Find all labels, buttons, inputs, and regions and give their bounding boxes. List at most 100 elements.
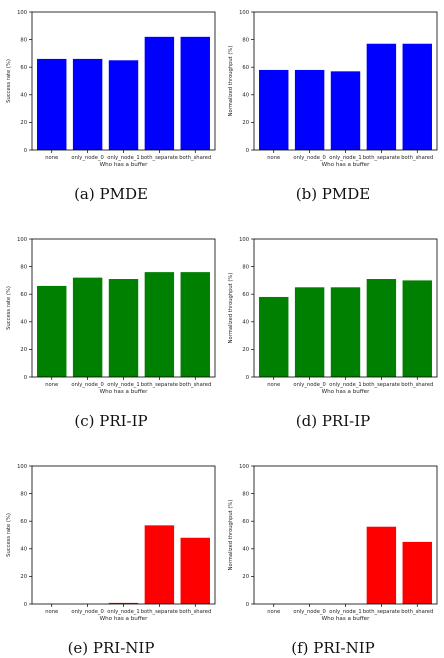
y-tick-label: 100: [17, 237, 27, 243]
x-tick-label: only_node_0: [293, 609, 325, 615]
x-tick-label: both_separate: [363, 155, 400, 161]
chart-panel-3: 0 20 40 60 80 100 none only_node_0 only_node_1 bo…: [0, 232, 222, 430]
y-tick-label: 0: [246, 148, 249, 154]
x-tick-label: both_shared: [179, 609, 211, 615]
y-tick-label: 20: [20, 347, 27, 353]
bar-both_shared: [402, 43, 432, 150]
y-tick-label: 100: [239, 237, 249, 243]
subfigure-caption: (a) PMDE: [74, 185, 148, 203]
subfigure-caption: (f) PRI-NIP: [291, 639, 375, 657]
bar-none: [259, 296, 289, 377]
y-tick-label: 40: [20, 547, 27, 553]
x-tick-label: only_node_0: [71, 155, 103, 161]
y-tick-label: 40: [242, 320, 249, 326]
y-tick-label: 80: [20, 264, 27, 270]
bar-both_separate: [366, 526, 397, 604]
y-tick-label: 60: [20, 65, 27, 71]
x-tick-label: only_node_1: [107, 382, 139, 388]
y-tick-label: 80: [20, 491, 27, 497]
x-tick-label: none: [45, 155, 58, 161]
bar-only_node_0: [72, 58, 103, 150]
y-tick-label: 100: [239, 464, 249, 470]
y-tick-label: 0: [24, 148, 27, 154]
subfigure-caption: (d) PRI-IP: [295, 412, 371, 430]
x-tick-label: both_shared: [179, 155, 211, 161]
bar-only_node_1: [108, 279, 139, 377]
x-tick-label: both_separate: [363, 609, 400, 615]
y-tick-label: 80: [20, 37, 27, 43]
y-tick-label: 40: [242, 93, 249, 99]
x-tick-label: only_node_1: [329, 155, 361, 161]
x-tick-label: only_node_1: [329, 609, 361, 615]
y-tick-label: 60: [242, 519, 249, 525]
plot-frame: [253, 465, 438, 605]
y-tick-label: 40: [20, 93, 27, 99]
y-tick-label: 80: [242, 264, 249, 270]
x-tick-label: both_shared: [401, 155, 433, 161]
plot-frame: [31, 11, 216, 151]
x-tick-label: both_separate: [141, 382, 178, 388]
bar-both_separate: [366, 43, 397, 150]
y-tick-label: 0: [246, 375, 249, 381]
bar-none: [37, 285, 67, 377]
bar-only_node_0: [294, 69, 325, 150]
bar-only_node_0: [72, 277, 103, 377]
bar-both_shared: [402, 541, 432, 604]
y-tick-label: 100: [239, 10, 249, 16]
x-tick-label: none: [267, 382, 280, 388]
x-axis-label: Who has a buffer: [100, 389, 149, 395]
y-tick-label: 0: [246, 602, 249, 608]
plot-frame: [253, 238, 438, 378]
y-tick-label: 0: [24, 602, 27, 608]
bar-only_node_1: [330, 287, 361, 377]
x-tick-label: only_node_0: [71, 609, 103, 615]
bar-both_shared: [180, 36, 210, 151]
bar-only_node_1: [108, 602, 139, 604]
x-tick-label: both_shared: [401, 609, 433, 615]
bar-only_node_1: [108, 60, 139, 150]
y-axis-label: Normalized throughput (%): [228, 46, 234, 117]
y-tick-label: 20: [242, 347, 249, 353]
bar-both_separate: [366, 279, 397, 377]
x-tick-label: only_node_1: [107, 155, 139, 161]
y-tick-label: 100: [17, 10, 27, 16]
x-tick-label: none: [45, 382, 58, 388]
bar-both_separate: [144, 36, 175, 151]
bar-only_node_0: [294, 287, 325, 377]
x-tick-label: none: [267, 609, 280, 615]
subfigure-caption: (c) PRI-IP: [74, 412, 148, 430]
chart-panel-6: 0 20 40 60 80 100 none only_node_0 only_node_1 bo…: [222, 459, 444, 657]
y-axis-label: Normalized throughput (%): [228, 500, 234, 571]
x-tick-label: none: [45, 609, 58, 615]
subfigure-caption: (b) PMDE: [295, 185, 371, 203]
y-tick-label: 20: [20, 120, 27, 126]
y-tick-label: 60: [20, 519, 27, 525]
x-axis-label: Who has a buffer: [100, 162, 149, 168]
chart-panel-1: 0 20 40 60 80 100 none only_node_0 only_node_1 bo…: [0, 5, 222, 203]
x-tick-label: both_separate: [141, 155, 178, 161]
x-tick-label: both_shared: [179, 382, 211, 388]
y-tick-label: 40: [242, 547, 249, 553]
y-axis-label: Success rate (%): [6, 513, 12, 557]
bar-none: [259, 69, 289, 150]
x-tick-label: none: [267, 155, 280, 161]
y-axis-label: Normalized throughput (%): [228, 273, 234, 344]
bar-both_shared: [180, 272, 210, 377]
bar-none: [37, 58, 67, 150]
y-axis-label: Success rate (%): [6, 286, 12, 330]
x-tick-label: only_node_1: [329, 382, 361, 388]
x-tick-label: only_node_0: [293, 155, 325, 161]
x-tick-label: only_node_1: [107, 609, 139, 615]
x-tick-label: both_separate: [363, 382, 400, 388]
bar-both_separate: [144, 272, 175, 377]
x-tick-label: only_node_0: [71, 382, 103, 388]
chart-panel-5: 0 20 40 60 80 100 none only_node_0 only_node_1 bo…: [0, 459, 222, 657]
y-axis-label: Success rate (%): [6, 59, 12, 103]
plot-frame: [31, 238, 216, 378]
y-tick-label: 60: [242, 292, 249, 298]
plot-frame: [31, 465, 216, 605]
x-tick-label: both_shared: [401, 382, 433, 388]
